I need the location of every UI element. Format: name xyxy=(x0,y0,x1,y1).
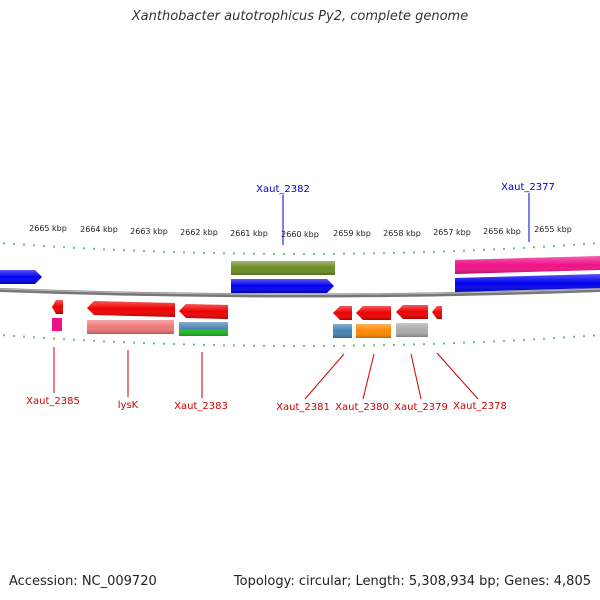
gene-label-xaut-2380: Xaut_2380 xyxy=(335,402,389,413)
scale-label: 2662 kbp xyxy=(180,228,218,237)
scale-label: 2664 kbp xyxy=(80,225,118,234)
scale-label: 2659 kbp xyxy=(333,229,371,238)
scale-label: 2655 kbp xyxy=(534,225,572,234)
map-title: Xanthobacter autotrophicus Py2, complete… xyxy=(131,9,469,24)
scale-label: 2658 kbp xyxy=(383,229,421,238)
gene-label-xaut-2377: Xaut_2377 xyxy=(501,182,555,193)
scale-label: 2665 kbp xyxy=(29,224,67,233)
gene-label-xaut-2383: Xaut_2383 xyxy=(174,401,228,412)
scale-label: 2661 kbp xyxy=(230,229,268,238)
gene-label-xaut-2378: Xaut_2378 xyxy=(453,401,507,412)
gene-block xyxy=(52,318,62,331)
scale-label: 2663 kbp xyxy=(130,227,168,236)
genome-backbone xyxy=(0,288,600,298)
scale-label: 2660 kbp xyxy=(281,230,319,239)
scale-label: 2656 kbp xyxy=(483,227,521,236)
scale-label: 2657 kbp xyxy=(433,228,471,237)
gene-label-xaut-2379: Xaut_2379 xyxy=(394,402,448,413)
gene-label-xaut-2385: Xaut_2385 xyxy=(26,396,80,407)
label-leader-lines xyxy=(53,193,530,400)
gene-labels: Xaut_2382 Xaut_2377 Xaut_2385 lysK Xaut_… xyxy=(26,182,555,413)
reverse-strand-genes xyxy=(52,300,442,338)
gene-label-lysk: lysK xyxy=(118,400,139,411)
scale-labels: 2665 kbp 2664 kbp 2663 kbp 2662 kbp 2661… xyxy=(29,224,572,239)
forward-strand-genes xyxy=(0,256,600,293)
gene-label-xaut-2382: Xaut_2382 xyxy=(256,184,310,195)
accession-text: Accession: NC_009720 xyxy=(9,574,157,589)
genome-summary-text: Topology: circular; Length: 5,308,934 bp… xyxy=(233,574,591,589)
gene-label-xaut-2381: Xaut_2381 xyxy=(276,402,330,413)
tick-marks xyxy=(3,242,595,347)
